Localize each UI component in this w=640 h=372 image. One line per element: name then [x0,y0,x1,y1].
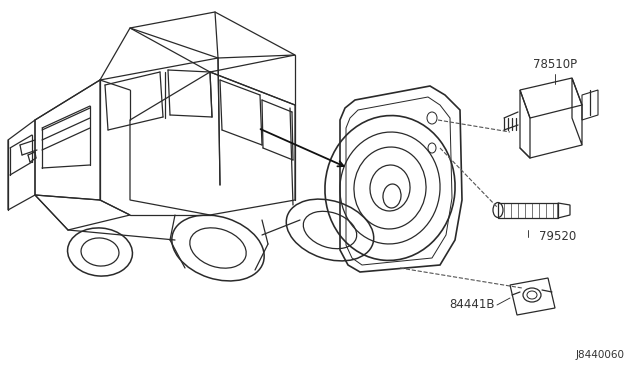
Text: J8440060: J8440060 [576,350,625,360]
Text: 84441B: 84441B [449,298,495,311]
Text: 78510P: 78510P [533,58,577,71]
Text: 79520: 79520 [540,230,577,243]
